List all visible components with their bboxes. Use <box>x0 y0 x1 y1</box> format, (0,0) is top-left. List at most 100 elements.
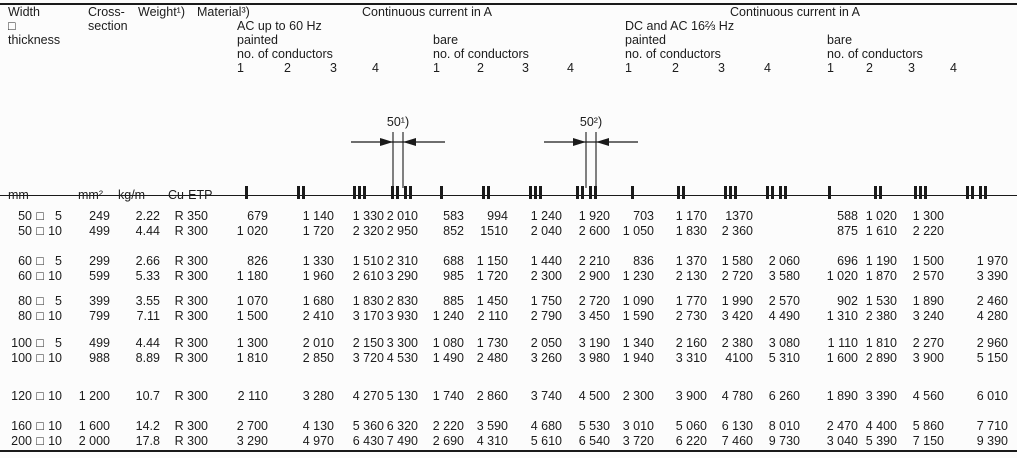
weight-cell: 4.44 <box>135 335 160 350</box>
current-cell: 3 580 <box>768 268 800 283</box>
current-cell: 5 310 <box>768 350 800 365</box>
thickness-value: 5 <box>55 335 62 350</box>
current-cell: 2 900 <box>578 268 610 283</box>
dimension-separator: □ <box>36 253 44 268</box>
size-cell: 50 □ 10 <box>8 223 78 238</box>
table-row: 100 □ 10 988 8.89 R 300 1 810 2 850 3 720 4 530 1 … <box>8 350 1008 365</box>
current-cell: 1 310 <box>826 308 858 323</box>
thickness-value: 10 <box>48 223 62 238</box>
current-cell: 2 720 <box>578 293 610 308</box>
current-cell: 875 <box>837 223 858 238</box>
conductor-bars-icon-b1 <box>244 186 248 199</box>
current-cell: 3 040 <box>826 433 858 448</box>
weight-cell: 2.66 <box>135 253 160 268</box>
current-cell: 2 210 <box>578 253 610 268</box>
current-cell: 3 290 <box>236 433 268 448</box>
current-cell: 2 130 <box>675 268 707 283</box>
current-cell: 1 140 <box>302 208 334 223</box>
thickness-value: 10 <box>48 350 62 365</box>
current-cell: 2 890 <box>865 350 897 365</box>
cond-num: 4 <box>372 61 379 75</box>
conductor-icon-cell <box>508 168 562 208</box>
spacing-diagram-painted-label: 50¹) <box>387 115 409 129</box>
table-row: 50 □ 5 249 2.22 R 350 679 1 140 1 330 2 010 583 994… <box>8 208 1008 223</box>
current-cell: 2 110 <box>237 388 268 403</box>
weight-cell: 7.11 <box>136 308 160 323</box>
current-cell: 3 420 <box>721 308 753 323</box>
current-cell: 2 010 <box>386 208 418 223</box>
group-gap <box>8 403 1008 418</box>
cond-num: 4 <box>950 61 957 75</box>
dimension-separator: □ <box>36 388 44 403</box>
current-cell: 1 720 <box>476 268 508 283</box>
current-cell: 3 590 <box>476 418 508 433</box>
current-cell: 1 960 <box>302 268 334 283</box>
header-ac-frequency: AC up to 60 Hz <box>237 19 322 33</box>
current-cell: 1 340 <box>622 335 654 350</box>
current-cell: 4 680 <box>530 418 562 433</box>
current-cell: 2 480 <box>476 350 508 365</box>
current-cell <box>753 223 800 238</box>
conductor-bars-icon-b2 <box>676 186 685 199</box>
dimension-separator: □ <box>36 208 44 223</box>
current-cell: 4 530 <box>386 350 418 365</box>
group-gap <box>8 238 1008 253</box>
current-cell: 3 190 <box>578 335 610 350</box>
header-width-line1: Width <box>8 5 40 19</box>
current-cell: 3 260 <box>530 350 562 365</box>
current-cell: 3 740 <box>530 388 562 403</box>
weight-cell: 17.8 <box>135 433 160 448</box>
current-cell: 1 990 <box>721 293 753 308</box>
weight-cell: 8.89 <box>135 350 160 365</box>
current-cell: 5 390 <box>865 433 897 448</box>
current-cell: 3 390 <box>865 388 897 403</box>
current-cell: 1 580 <box>721 253 753 268</box>
conductor-bars-icon-b1 <box>439 186 443 199</box>
current-cell: 1 680 <box>302 293 334 308</box>
current-cell: 2 150 <box>352 335 384 350</box>
current-cell: 2 860 <box>476 388 508 403</box>
header-ac-bare: bare <box>433 33 459 47</box>
conductor-bars-icon-b3 <box>914 186 927 199</box>
cross-section-cell: 988 <box>89 350 110 365</box>
current-cell: 2 700 <box>236 418 268 433</box>
current-cell: 1 920 <box>578 208 610 223</box>
conductor-icon-cell <box>384 168 418 208</box>
material-cell: R 300 <box>174 308 208 323</box>
group-gap <box>8 323 1008 335</box>
current-cell: 2 690 <box>432 433 464 448</box>
group-gap <box>8 365 1008 388</box>
current-cell: 5 130 <box>386 388 418 403</box>
table-row: 80 □ 5 399 3.55 R 300 1 070 1 680 1 830 2 830 885 1… <box>8 293 1008 308</box>
current-cell: 1 370 <box>675 253 707 268</box>
cross-section-cell: 399 <box>89 293 110 308</box>
size-cell: 120 □ 10 <box>8 388 78 403</box>
current-cell: 1 830 <box>675 223 707 238</box>
conductor-icon-cell <box>858 168 897 208</box>
cond-num: 1 <box>827 61 834 75</box>
current-cell: 1 830 <box>352 293 384 308</box>
conductor-bars-icon-b3 <box>528 186 542 199</box>
current-cell: 1 970 <box>976 253 1008 268</box>
current-cell: 2 960 <box>976 335 1008 350</box>
header-dc-bare: bare <box>827 33 853 47</box>
current-cell: 2 460 <box>976 293 1008 308</box>
size-cell: 80 □ 10 <box>8 308 78 323</box>
current-cell: 2 570 <box>912 268 944 283</box>
current-cell: 1 890 <box>912 293 944 308</box>
width-value: 60 <box>18 268 32 283</box>
material-cell: R 300 <box>174 433 208 448</box>
current-cell: 3 930 <box>386 308 418 323</box>
current-cell: 4 780 <box>721 388 753 403</box>
weight-cell: 5.33 <box>135 268 160 283</box>
header-ac-painted: painted <box>237 33 279 47</box>
width-value: 200 <box>11 433 32 448</box>
current-cell: 1 500 <box>236 308 268 323</box>
current-cell: 4 310 <box>476 433 508 448</box>
conductor-bars-icon-b1 <box>630 186 634 199</box>
current-cell: 2 600 <box>578 223 610 238</box>
current-cell: 4 130 <box>302 418 334 433</box>
current-cell: 3 080 <box>768 335 800 350</box>
current-cell: 4 400 <box>865 418 897 433</box>
current-cell: 1370 <box>725 208 753 223</box>
